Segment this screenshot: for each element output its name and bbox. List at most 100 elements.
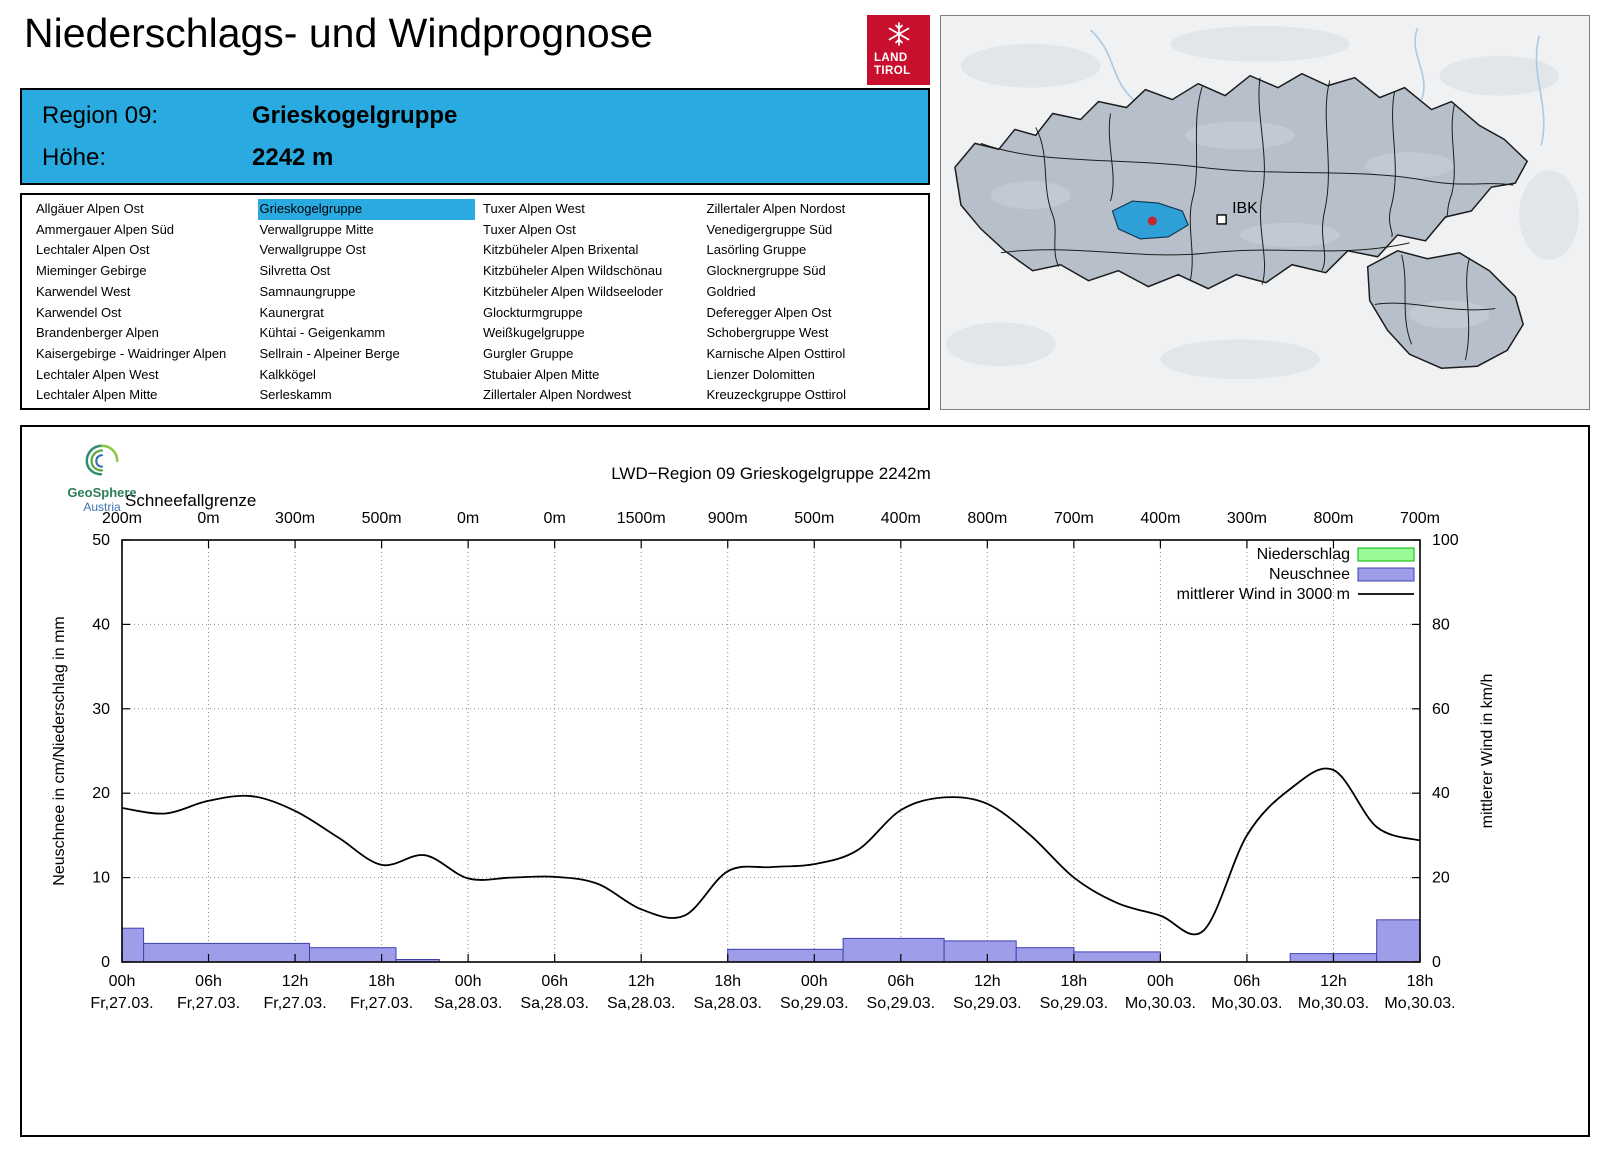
svg-text:00h: 00h [801, 973, 828, 990]
svg-text:Fr,27.03.: Fr,27.03. [90, 995, 153, 1012]
svg-text:18h: 18h [368, 973, 395, 990]
region-list-item[interactable]: Kaisergebirge - Waidringer Alpen [36, 345, 227, 361]
region-column: Tuxer Alpen West Tuxer Alpen Ost Kitzbühel… [481, 199, 699, 406]
region-list-item[interactable]: Serleskamm [259, 387, 332, 403]
svg-text:Mo,30.03.: Mo,30.03. [1384, 995, 1455, 1012]
svg-text:06h: 06h [541, 973, 568, 990]
region-list-item[interactable]: Ammergauer Alpen Süd [36, 221, 175, 237]
region-list-item[interactable]: Kühtai - Geigenkamm [259, 325, 386, 341]
region-list-item[interactable]: Kitzbüheler Alpen Wildseeloder [483, 283, 663, 299]
region-list-item[interactable]: Tuxer Alpen West [483, 201, 585, 216]
svg-text:Mo,30.03.: Mo,30.03. [1125, 995, 1196, 1012]
region-list-item[interactable]: Mieminger Gebirge [36, 263, 147, 279]
ylabel-right: mittlerer Wind in km/h [1479, 674, 1496, 829]
region-number-label: Region 09: [42, 102, 159, 129]
map-location-dot [1147, 216, 1157, 226]
region-list-item[interactable]: Lechtaler Alpen Ost [36, 242, 150, 258]
map-landmass-north-tirol[interactable] [954, 72, 1529, 290]
svg-text:300m: 300m [275, 510, 315, 527]
svg-text:Fr,27.03.: Fr,27.03. [177, 995, 240, 1012]
svg-text:20: 20 [92, 785, 110, 802]
svg-text:06h: 06h [887, 973, 914, 990]
svg-text:00h: 00h [455, 973, 482, 990]
geosphere-country: Austria [83, 500, 121, 514]
map-region-borders [980, 77, 1514, 361]
region-list-item[interactable]: Deferegger Alpen Ost [706, 304, 832, 320]
svg-text:So,29.03.: So,29.03. [953, 995, 1022, 1012]
region-list-item[interactable]: Gurgler Gruppe [483, 345, 574, 361]
region-column: Grieskogelgruppe Verwallgruppe Mitte Verwa… [257, 199, 475, 406]
region-list-item[interactable]: Verwallgruppe Ost [259, 242, 366, 258]
svg-text:400m: 400m [881, 510, 921, 527]
region-list-item[interactable]: Brandenberger Alpen [36, 325, 159, 341]
svg-text:12h: 12h [974, 973, 1001, 990]
svg-text:12h: 12h [1320, 973, 1347, 990]
svg-text:Sa,28.03.: Sa,28.03. [434, 995, 503, 1012]
region-list-item[interactable]: Schobergruppe West [706, 325, 829, 341]
plot-border [121, 539, 1421, 963]
region-list-item[interactable]: Kalkkögel [259, 366, 316, 382]
svg-text:400m: 400m [1140, 510, 1180, 527]
svg-text:800m: 800m [1313, 510, 1353, 527]
svg-text:60: 60 [1432, 701, 1450, 718]
forecast-chart: 0 10 20 30 40 50 0 20 40 60 80 100 00h Fr,27.03. 200m 0… [51, 464, 1496, 1012]
region-list-item[interactable]: Venedigergruppe Süd [706, 221, 833, 237]
axis-labels: 0 10 20 30 40 50 0 20 40 60 80 100 00h Fr,27.03. 200m 0… [90, 510, 1458, 1012]
svg-text:00h: 00h [109, 973, 136, 990]
region-list-item[interactable]: Kreuzeckgruppe Osttirol [706, 387, 846, 403]
altitude-label: Höhe: [42, 144, 107, 171]
region-list-item[interactable]: Karwendel West [36, 283, 131, 299]
region-list-item[interactable]: Kitzbüheler Alpen Brixental [483, 242, 639, 258]
wind-line [121, 767, 1421, 936]
svg-text:00h: 00h [1147, 973, 1174, 990]
region-list-item[interactable]: Lienzer Dolomitten [706, 366, 815, 382]
region-list-item[interactable]: Lechtaler Alpen West [36, 366, 159, 382]
region-list-item[interactable]: Tuxer Alpen Ost [483, 221, 576, 237]
svg-text:0: 0 [101, 954, 110, 971]
geosphere-swirl-icon [85, 444, 119, 476]
svg-text:12h: 12h [282, 973, 309, 990]
region-list-item[interactable]: Sellrain - Alpeiner Berge [259, 345, 400, 361]
svg-text:Neuschnee: Neuschnee [1269, 566, 1350, 583]
tirol-map-svg[interactable]: IBK [941, 16, 1589, 409]
region-list-item[interactable]: Verwallgruppe Mitte [259, 221, 374, 237]
region-list-item[interactable]: Lasörling Gruppe [706, 242, 807, 258]
svg-text:12h: 12h [628, 973, 655, 990]
region-list-item[interactable]: Grieskogelgruppe [257, 199, 475, 220]
svg-text:10: 10 [92, 870, 110, 887]
tirol-map[interactable]: IBK [940, 15, 1590, 410]
region-list-item[interactable]: Weißkugelgruppe [483, 325, 585, 341]
snowflake-icon [888, 22, 909, 46]
region-list-item[interactable]: Glockturmgruppe [483, 304, 583, 320]
region-list-item[interactable]: Silvretta Ost [259, 263, 331, 279]
region-list: Allgäuer Alpen Ost Ammergauer Alpen Süd Le… [20, 193, 930, 410]
svg-text:0m: 0m [457, 510, 479, 527]
svg-text:0: 0 [1432, 954, 1441, 971]
geosphere-name: GeoSphere [67, 485, 137, 500]
svg-text:1500m: 1500m [617, 510, 666, 527]
svg-text:Sa,28.03.: Sa,28.03. [520, 995, 589, 1012]
region-list-item[interactable]: Allgäuer Alpen Ost [36, 201, 144, 216]
neuschnee-bars [121, 919, 1421, 963]
region-list-item[interactable]: Samnaungruppe [259, 283, 356, 299]
region-list-item[interactable]: Lechtaler Alpen Mitte [36, 387, 158, 403]
region-list-item[interactable]: Kitzbüheler Alpen Wildschönau [483, 263, 663, 279]
region-list-item[interactable]: Glocknergruppe Süd [706, 263, 826, 279]
svg-text:06h: 06h [195, 973, 222, 990]
region-list-item[interactable]: Kaunergrat [259, 304, 324, 320]
snowline-label: Schneefallgrenze [125, 491, 256, 510]
region-list-item[interactable]: Karnische Alpen Osttirol [706, 345, 846, 361]
svg-text:18h: 18h [1407, 973, 1434, 990]
region-list-item[interactable]: Stubaier Alpen Mitte [483, 366, 600, 382]
region-list-item[interactable]: Karwendel Ost [36, 304, 122, 320]
svg-text:0m: 0m [544, 510, 566, 527]
svg-text:Mo,30.03.: Mo,30.03. [1298, 995, 1369, 1012]
region-list-item[interactable]: Goldried [706, 283, 756, 299]
region-column: Allgäuer Alpen Ost Ammergauer Alpen Süd Le… [34, 199, 252, 406]
region-list-item[interactable]: Zillertaler Alpen Nordost [706, 201, 846, 216]
brand-line-2: TIROL [874, 65, 911, 78]
svg-text:18h: 18h [1061, 973, 1088, 990]
svg-text:300m: 300m [1227, 510, 1267, 527]
region-list-item[interactable]: Zillertaler Alpen Nordwest [483, 387, 632, 403]
chart-grid [122, 540, 1420, 962]
